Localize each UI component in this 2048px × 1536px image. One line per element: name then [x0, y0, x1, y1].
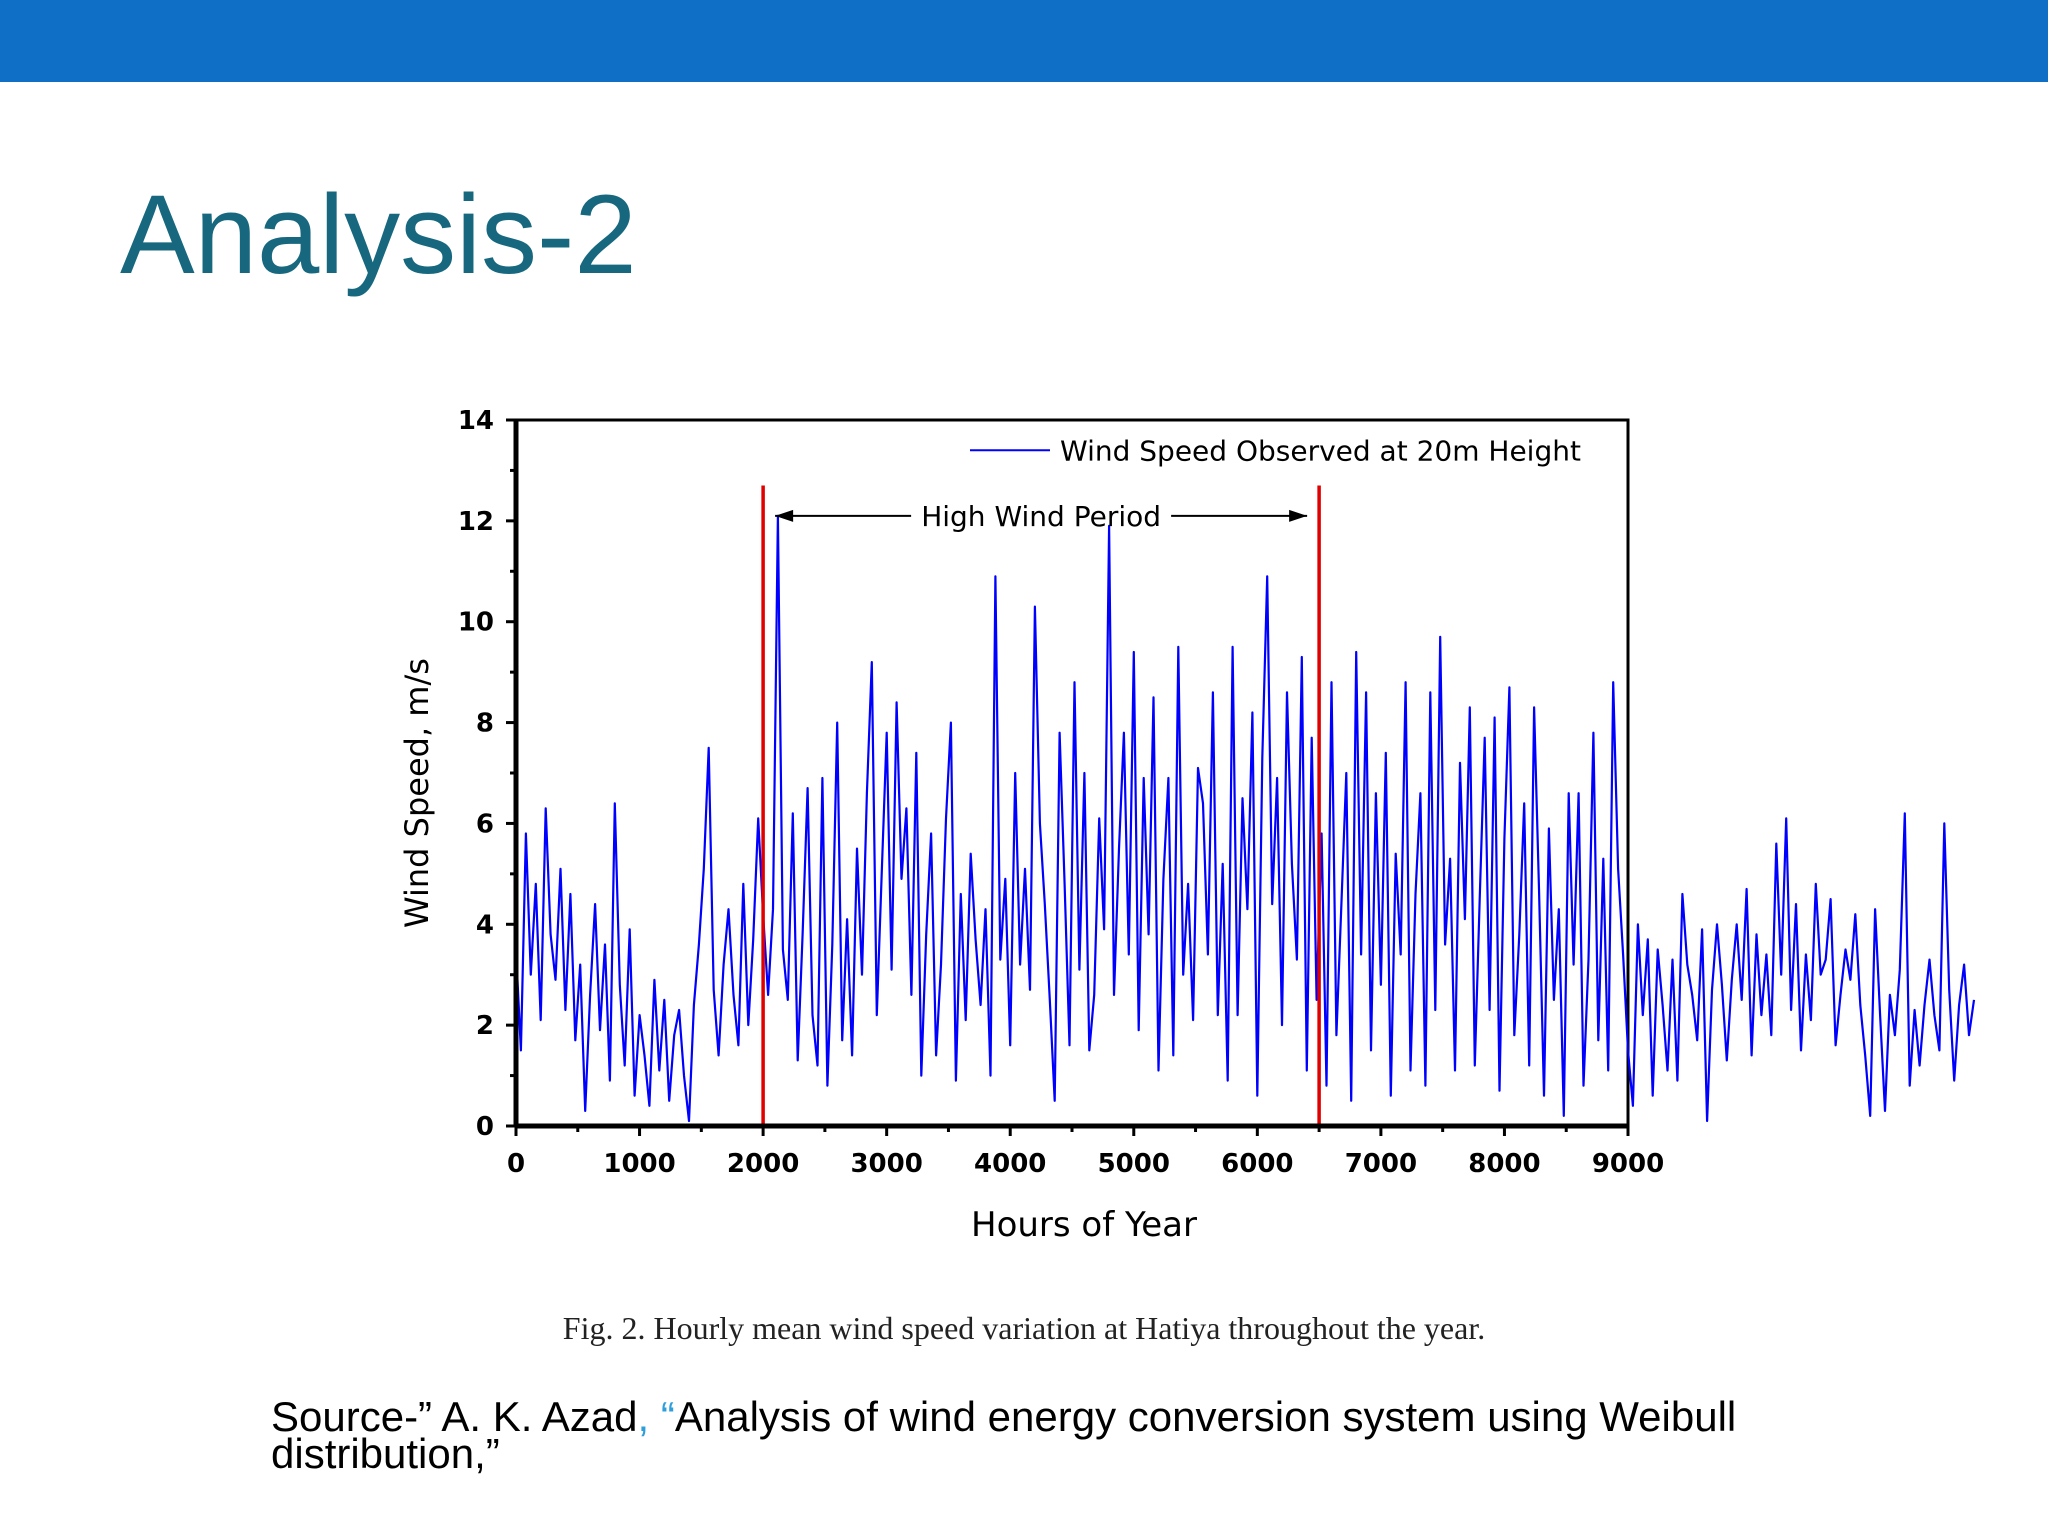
x-tick-label: 9000	[1592, 1149, 1664, 1179]
source-title: Analysis of wind energy conversion syste…	[271, 1393, 1737, 1477]
x-tick-label: 2000	[727, 1149, 799, 1179]
slide-title: Analysis-2	[120, 172, 637, 297]
y-tick-label: 10	[458, 608, 494, 638]
x-tick-label: 3000	[850, 1149, 922, 1179]
x-tick-label: 4000	[974, 1149, 1046, 1179]
axis-labels: Hours of Year Wind Speed, m/s	[398, 658, 1197, 1245]
y-axis-title: Wind Speed, m/s	[398, 658, 436, 928]
x-tick-label: 7000	[1345, 1149, 1417, 1179]
x-tick-label: 5000	[1098, 1149, 1170, 1179]
y-tick-label: 6	[476, 809, 494, 839]
source-accent-comma: ,	[637, 1393, 650, 1440]
series-line-0	[514, 514, 1976, 1123]
source-citation: Source-” A. K. Azad, “Analysis of wind e…	[271, 1396, 1911, 1475]
legend-label: Wind Speed Observed at 20m Height	[1060, 434, 1581, 467]
source-accent-quote: “	[649, 1393, 675, 1440]
series-layer	[514, 514, 1976, 1123]
x-tick-label: 6000	[1221, 1149, 1293, 1179]
y-tick-label: 0	[476, 1112, 494, 1142]
period-arrow-right-head	[1289, 509, 1308, 522]
y-tick-label: 2	[476, 1011, 494, 1041]
x-tick-label: 1000	[603, 1149, 675, 1179]
x-axis-title: Hours of Year	[971, 1205, 1197, 1245]
x-tick-label: 0	[507, 1149, 525, 1179]
axis-layer: 0 1000 2000 3000 4000 5000 6000 7000 8000 9000 0 2 4…	[458, 406, 1664, 1179]
slide-top-bar	[0, 0, 2048, 82]
chart-legend: Wind Speed Observed at 20m Height	[970, 434, 1581, 467]
high-wind-period-label: High Wind Period	[921, 500, 1161, 533]
y-tick-label: 12	[458, 507, 494, 537]
source-author: Source-” A. K. Azad	[271, 1393, 638, 1440]
x-tick-label: 8000	[1468, 1149, 1540, 1179]
y-tick-label: 8	[476, 709, 494, 739]
marker-layer: High Wind Period	[761, 485, 1321, 1126]
period-arrow-left-head	[775, 509, 794, 522]
y-tick-label: 14	[458, 406, 494, 436]
figure-caption: Fig. 2. Hourly mean wind speed variation…	[562, 1310, 1486, 1346]
y-tick-label: 4	[476, 910, 494, 940]
wind-speed-chart: High Wind Period 0 1000 2000 3000 4000 5000 60…	[398, 406, 1976, 1245]
